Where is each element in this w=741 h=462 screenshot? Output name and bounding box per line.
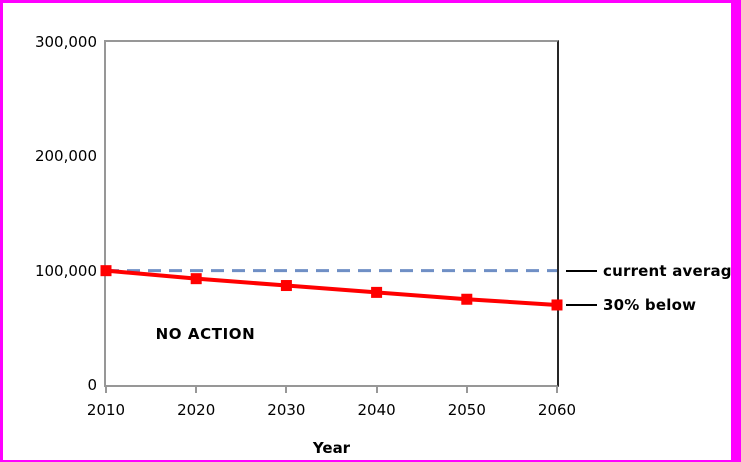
y-tick-label: 200,000: [34, 147, 97, 166]
data-point-marker: [461, 293, 473, 305]
x-tick-mark: [465, 387, 468, 393]
data-point-marker: [190, 273, 202, 285]
data-point-marker: [551, 299, 563, 311]
x-tick-mark: [105, 387, 107, 393]
y-tick-label: 100,000: [34, 261, 97, 280]
data-point-marker: [100, 265, 112, 277]
x-tick-mark: [556, 387, 558, 393]
x-tick-mark: [285, 387, 288, 393]
x-tick-label: 2020: [177, 401, 216, 419]
plot-area: [104, 40, 559, 387]
y-tick-label: 0: [87, 376, 97, 394]
annotation-no-action: NO ACTION: [155, 324, 256, 343]
leader-line-current-average: [566, 269, 597, 272]
data-point-marker: [280, 280, 292, 292]
y-tick-label: 300,000: [34, 33, 97, 51]
leader-line-30-below: [566, 303, 597, 306]
x-tick-label: 2010: [86, 401, 126, 419]
x-tick-mark: [375, 387, 378, 393]
series-line-no-action: [105, 268, 558, 307]
x-tick-mark: [195, 387, 198, 393]
x-tick-label: 2040: [357, 401, 396, 419]
x-tick-label: 2060: [537, 401, 577, 419]
callout-label-30-below: 30% below: [603, 295, 697, 314]
chart-canvas: [100, 265, 563, 311]
x-axis-title: Year: [312, 439, 351, 457]
data-point-marker: [371, 286, 383, 298]
callout-label-current-average: current average: [603, 261, 741, 280]
x-tick-label: 2050: [447, 401, 486, 419]
x-tick-label: 2030: [267, 401, 306, 419]
